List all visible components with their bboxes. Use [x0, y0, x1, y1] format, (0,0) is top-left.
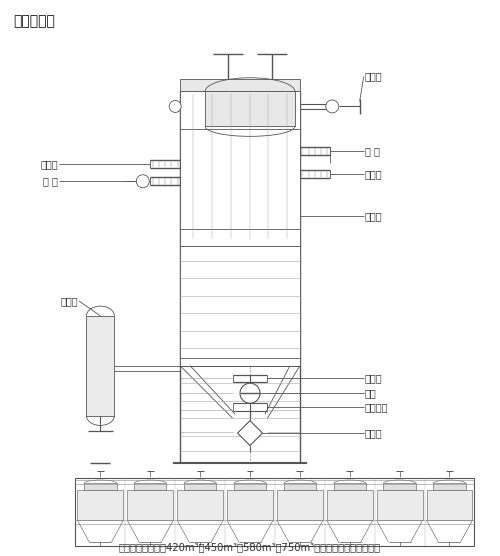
Text: 中间灰斗: 中间灰斗: [364, 402, 388, 412]
Polygon shape: [238, 421, 262, 445]
Bar: [86, 316, 115, 416]
Circle shape: [240, 383, 260, 403]
Bar: [234, 484, 266, 490]
Bar: [180, 79, 300, 92]
Circle shape: [136, 175, 149, 188]
Circle shape: [169, 101, 181, 112]
Text: 育板阀: 育板阀: [364, 169, 382, 179]
Circle shape: [326, 100, 339, 113]
Bar: [376, 490, 422, 520]
Text: 排灰阀: 排灰阀: [364, 428, 382, 438]
Bar: [177, 490, 223, 520]
Bar: [78, 490, 124, 520]
Bar: [426, 490, 472, 520]
Bar: [128, 490, 173, 520]
Bar: [277, 490, 323, 520]
Text: 球阀: 球阀: [364, 388, 376, 398]
Bar: [284, 484, 316, 490]
Text: 结构示意图: 结构示意图: [13, 14, 55, 28]
Text: 蝶 阀: 蝶 阀: [364, 146, 380, 156]
Bar: [76, 478, 474, 547]
Bar: [180, 366, 300, 463]
Text: 目前已成功制造出420m³、450m³、580m³、750m³等规格的高炉煤气除尘器: 目前已成功制造出420m³、450m³、580m³、750m³等规格的高炉煤气除…: [119, 542, 381, 552]
Bar: [205, 92, 295, 126]
Text: 卸灰阀: 卸灰阀: [364, 373, 382, 383]
Text: 炉气罐: 炉气罐: [60, 296, 78, 306]
Text: 蝶 阀: 蝶 阀: [43, 176, 58, 186]
Bar: [180, 92, 300, 246]
Text: 育板阀: 育板阀: [40, 159, 58, 169]
Text: 放散管: 放散管: [364, 72, 382, 82]
Bar: [433, 484, 466, 490]
Bar: [184, 484, 216, 490]
Bar: [334, 484, 366, 490]
Text: 除尘器: 除尘器: [364, 211, 382, 221]
Bar: [227, 490, 273, 520]
Bar: [84, 484, 116, 490]
Bar: [384, 484, 416, 490]
Bar: [327, 490, 372, 520]
Bar: [180, 246, 300, 366]
Bar: [134, 484, 166, 490]
